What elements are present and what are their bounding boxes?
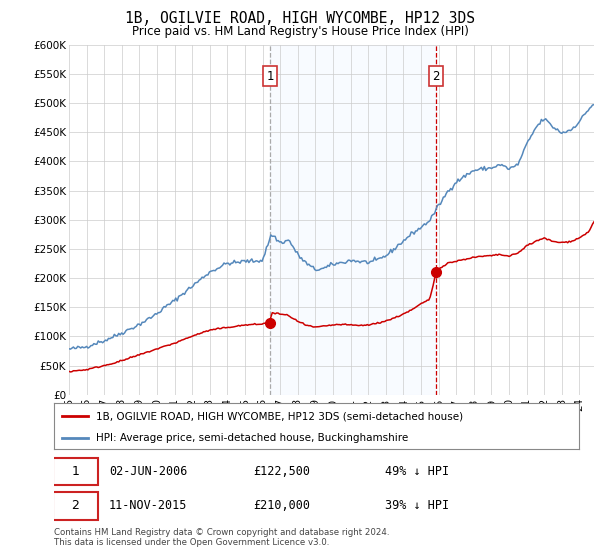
Text: Price paid vs. HM Land Registry's House Price Index (HPI): Price paid vs. HM Land Registry's House … <box>131 25 469 38</box>
Text: 11-NOV-2015: 11-NOV-2015 <box>109 500 187 512</box>
Text: 39% ↓ HPI: 39% ↓ HPI <box>385 500 449 512</box>
Text: 1: 1 <box>71 465 79 478</box>
Text: 2: 2 <box>433 70 440 83</box>
Text: HPI: Average price, semi-detached house, Buckinghamshire: HPI: Average price, semi-detached house,… <box>96 433 408 442</box>
Text: 49% ↓ HPI: 49% ↓ HPI <box>385 465 449 478</box>
Text: Contains HM Land Registry data © Crown copyright and database right 2024.
This d: Contains HM Land Registry data © Crown c… <box>54 528 389 547</box>
Text: 1B, OGILVIE ROAD, HIGH WYCOMBE, HP12 3DS (semi-detached house): 1B, OGILVIE ROAD, HIGH WYCOMBE, HP12 3DS… <box>96 411 463 421</box>
Text: 02-JUN-2006: 02-JUN-2006 <box>109 465 187 478</box>
Bar <box>270 45 436 395</box>
FancyBboxPatch shape <box>53 458 98 486</box>
Text: £122,500: £122,500 <box>254 465 311 478</box>
Text: 1: 1 <box>266 70 274 83</box>
Text: 2: 2 <box>71 500 79 512</box>
FancyBboxPatch shape <box>53 492 98 520</box>
Text: 1B, OGILVIE ROAD, HIGH WYCOMBE, HP12 3DS: 1B, OGILVIE ROAD, HIGH WYCOMBE, HP12 3DS <box>125 11 475 26</box>
Text: £210,000: £210,000 <box>254 500 311 512</box>
